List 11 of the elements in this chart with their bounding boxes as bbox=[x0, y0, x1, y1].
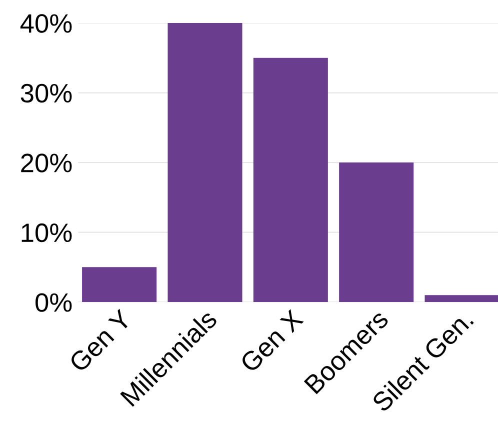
y-tick-label: 10% bbox=[22, 223, 72, 242]
bar bbox=[168, 23, 242, 302]
x-tick-label: Gen X bbox=[239, 308, 304, 374]
y-tick-label: 20% bbox=[21, 154, 72, 172]
bar bbox=[82, 267, 157, 302]
y-tick-label: 30% bbox=[20, 84, 72, 103]
y-tick-label: 0% bbox=[36, 293, 72, 312]
bar bbox=[253, 58, 328, 302]
y-tick-label: 40% bbox=[20, 14, 72, 33]
bar bbox=[424, 295, 498, 302]
bar bbox=[339, 162, 414, 302]
